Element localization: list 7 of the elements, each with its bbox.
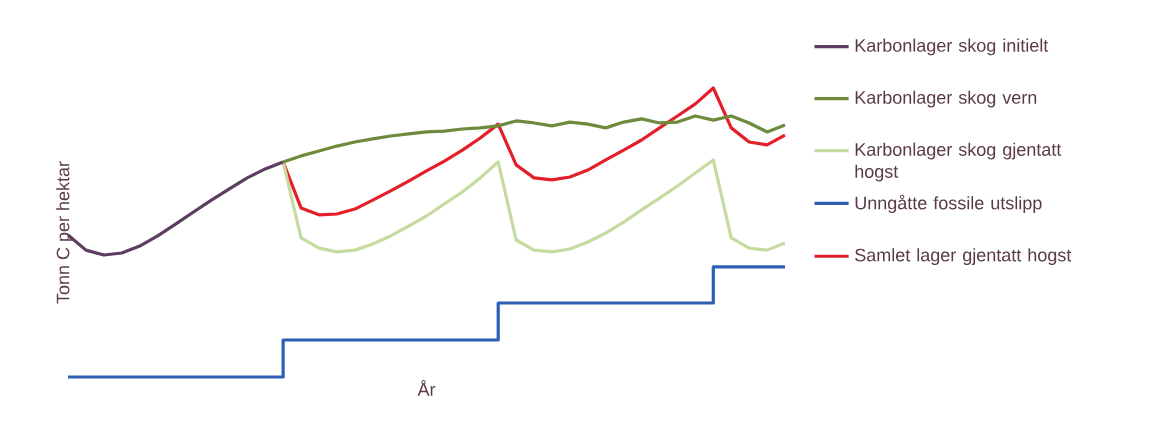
legend-label: Unngåtte fossile utslipp (855, 194, 1042, 213)
legend-label: Samlet lager gjentatt hogst (855, 248, 1072, 265)
y-axis-title: Tonn C per hektar (56, 161, 73, 304)
x-axis-title: År (417, 380, 436, 396)
legend-label: Karbonlager skog vern (855, 90, 1037, 108)
legend-label: Karbonlager skog initielt (855, 38, 1049, 56)
legend-label: Karbonlager skog gjentatt hogst (855, 142, 1062, 182)
